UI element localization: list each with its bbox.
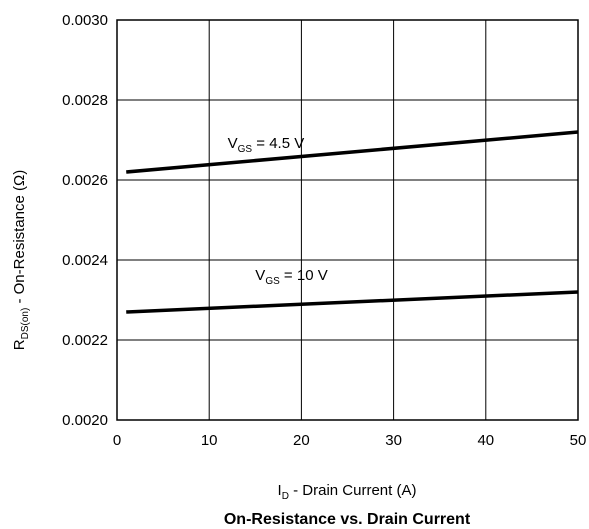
series-label-main: V	[255, 267, 265, 284]
series-label: VGS = 10 V	[255, 267, 327, 287]
series-label-sub: GS	[238, 144, 253, 155]
series-label-rest: = 4.5 V	[252, 135, 304, 152]
y-tick-labels: 0.0020 0.0022 0.0024 0.0026 0.0028 0.0030	[62, 12, 108, 429]
chart-title: On-Resistance vs. Drain Current	[224, 511, 471, 528]
plot-frame	[116, 19, 579, 421]
y-tick-label: 0.0028	[62, 92, 108, 109]
series-label: VGS = 4.5 V	[228, 135, 305, 155]
x-tick-label: 30	[385, 432, 402, 449]
y-tick-label: 0.0024	[62, 252, 108, 269]
y-axis-label: RDS(on) - On-Resistance (Ω)	[11, 170, 31, 350]
series-label-sub: GS	[265, 276, 280, 287]
x-tick-label: 0	[113, 432, 121, 449]
grid	[116, 19, 579, 421]
series-line	[126, 290, 579, 314]
y-axis-label-sub: DS(on)	[20, 308, 31, 340]
x-axis-label: ID - Drain Current (A)	[278, 482, 417, 502]
y-tick-label: 0.0026	[62, 172, 108, 189]
x-axis-label-main: I	[278, 482, 282, 499]
x-axis-label-sub: D	[282, 491, 289, 502]
y-tick-label: 0.0030	[62, 12, 108, 29]
x-tick-label: 10	[201, 432, 218, 449]
x-tick-label: 50	[570, 432, 587, 449]
y-axis-label-main: R	[11, 339, 28, 350]
x-tick-labels: 0 10 20 30 40 50	[113, 432, 587, 449]
y-axis-label-rest: - On-Resistance (Ω)	[11, 170, 28, 308]
series-lines	[126, 130, 579, 314]
y-tick-label: 0.0020	[62, 412, 108, 429]
x-tick-label: 20	[293, 432, 310, 449]
series-label-rest: = 10 V	[280, 267, 328, 284]
series-label-main: V	[228, 135, 238, 152]
y-tick-label: 0.0022	[62, 332, 108, 349]
series-line	[126, 130, 579, 174]
x-axis-label-rest: - Drain Current (A)	[289, 482, 417, 499]
x-tick-label: 40	[477, 432, 494, 449]
